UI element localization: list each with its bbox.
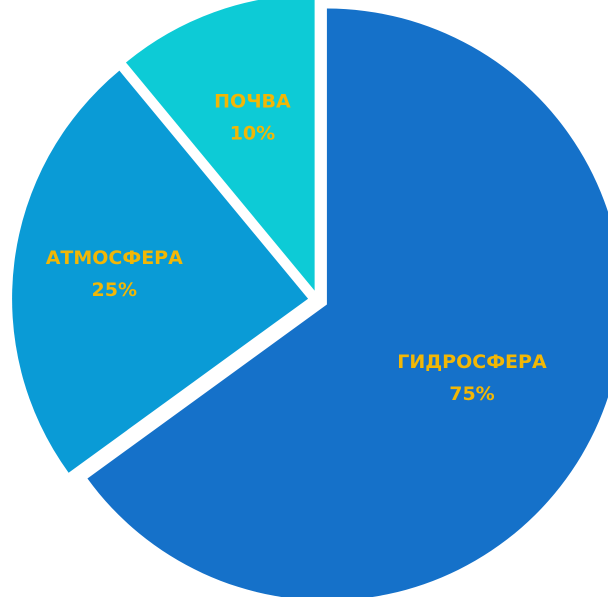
- slice-name-label: ПОЧВА: [214, 90, 291, 112]
- pie-slice-2: [125, 0, 315, 291]
- slice-name-label: ГИДРОСФЕРА: [397, 351, 547, 373]
- pie-slice-0: [87, 8, 608, 597]
- slice-value-label: 75%: [449, 383, 494, 405]
- slice-value-label: 25%: [92, 279, 137, 301]
- pie-labels: ГИДРОСФЕРА 75% АТМОСФЕРА 25% ПОЧВА 10%: [46, 90, 547, 405]
- pie-slices: [12, 0, 608, 597]
- slice-name-label: АТМОСФЕРА: [46, 247, 183, 269]
- pie-slice-1: [12, 70, 309, 473]
- slice-value-label: 10%: [230, 122, 275, 144]
